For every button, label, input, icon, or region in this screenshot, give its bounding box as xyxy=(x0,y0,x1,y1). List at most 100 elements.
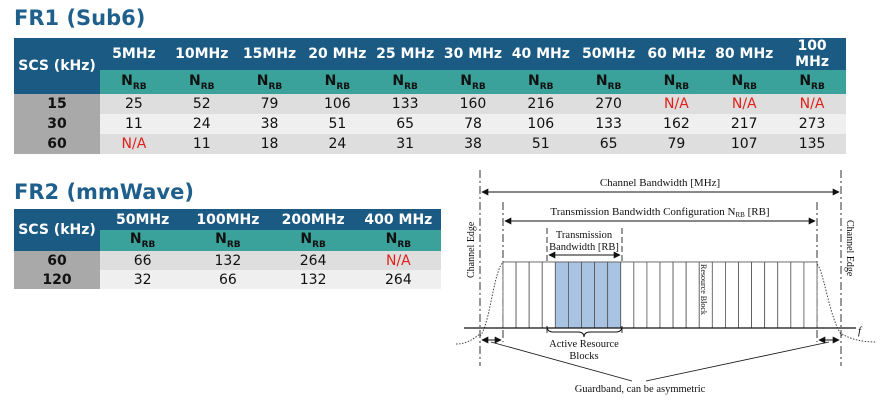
active-rb-label-line2: Blocks xyxy=(569,351,598,362)
nrb-value: 38 xyxy=(235,114,304,134)
nrb-value: 79 xyxy=(642,134,711,154)
resource-block-label: Resource Block xyxy=(699,264,708,315)
bandwidth-header: 10MHz xyxy=(167,38,236,70)
nrb-header: NRB xyxy=(270,230,356,251)
active-rb-label-line1: Active Resource xyxy=(549,339,619,350)
active-resource-block xyxy=(581,261,595,329)
nrb-value: 78 xyxy=(439,114,507,134)
table-row: 120 32 66 132 264 xyxy=(14,270,441,289)
active-resource-block xyxy=(607,261,622,329)
tx-bw-config-label: Transmission Bandwidth Configuration NRB… xyxy=(550,206,769,219)
channel-edge-label-left: Channel Edge xyxy=(466,221,477,278)
bandwidth-header: 60 MHz xyxy=(642,38,711,70)
nrb-header: NRB xyxy=(778,70,846,94)
nrb-value: 24 xyxy=(303,134,372,154)
bandwidth-header: 15MHz xyxy=(235,38,304,70)
nrb-value: N/A xyxy=(355,251,441,270)
nrb-header: NRB xyxy=(303,70,372,94)
bandwidth-header: 25 MHz xyxy=(371,38,440,70)
nrb-value: 162 xyxy=(642,114,711,134)
bandwidth-header: 20 MHz xyxy=(303,38,372,70)
resource-block xyxy=(659,261,674,329)
nrb-value: 79 xyxy=(235,94,304,114)
scs-header: SCS (kHz) xyxy=(14,209,100,251)
scs-value: 15 xyxy=(14,94,101,114)
nrb-value: 31 xyxy=(371,134,440,154)
bandwidth-header: 100 MHz xyxy=(778,38,846,70)
nrb-value: 11 xyxy=(100,114,168,134)
nrb-header: NRB xyxy=(100,70,168,94)
resource-block xyxy=(764,261,779,329)
resource-block xyxy=(751,261,766,329)
fr1-nrb-table: SCS (kHz) 5MHz 10MHz 15MHz 20 MHz 25 MHz… xyxy=(14,38,846,154)
nrb-value: 11 xyxy=(167,134,236,154)
scs-value: 30 xyxy=(14,114,101,134)
nrb-value: 106 xyxy=(303,94,372,114)
bandwidth-header: 40 MHz xyxy=(506,38,575,70)
nrb-value: 24 xyxy=(167,114,236,134)
scs-value: 60 xyxy=(14,251,100,270)
bandwidth-header: 50MHz xyxy=(100,209,186,230)
nrb-header: NRB xyxy=(235,70,304,94)
guardband-pointer-left xyxy=(490,341,633,382)
resource-block xyxy=(738,261,752,329)
bandwidth-header: 400 MHz xyxy=(355,209,441,230)
nrb-value: 133 xyxy=(371,94,440,114)
scs-value: 60 xyxy=(14,134,101,154)
nrb-value: 107 xyxy=(710,134,779,154)
nrb-header: NRB xyxy=(185,230,271,251)
active-resource-block xyxy=(594,261,609,329)
resource-block xyxy=(790,261,805,329)
nrb-value: 25 xyxy=(100,94,168,114)
nrb-value: 52 xyxy=(167,94,236,114)
nrb-header: NRB xyxy=(100,230,186,251)
fr2-nrb-table: SCS (kHz) 50MHz 100MHz 200MHz 400 MHz NR… xyxy=(14,209,441,289)
frequency-axis-label: f xyxy=(858,325,863,337)
nrb-value: 132 xyxy=(185,251,271,270)
active-resource-block xyxy=(554,261,569,329)
nrb-value: N/A xyxy=(100,134,168,154)
guardband-pointer-right xyxy=(645,341,830,382)
nrb-value: 133 xyxy=(574,114,643,134)
resource-block xyxy=(803,261,818,329)
nrb-header: NRB xyxy=(710,70,779,94)
active-resource-block xyxy=(568,261,582,329)
channel-edge-label-right: Channel Edge xyxy=(844,220,855,277)
resource-block xyxy=(711,261,726,329)
bandwidth-header: 30 MHz xyxy=(439,38,507,70)
table-row: 15 25 52 79 106 133 160 216 270 N/A N/A … xyxy=(14,94,846,114)
nrb-value: 51 xyxy=(303,114,372,134)
bandwidth-header: 80 MHz xyxy=(710,38,779,70)
resource-block xyxy=(528,261,543,329)
nrb-header: NRB xyxy=(506,70,575,94)
tx-bw-label-line2: Bandwidth [RB] xyxy=(549,242,619,253)
fr2-title: FR2 (mmWave) xyxy=(14,180,194,204)
nrb-value: 132 xyxy=(270,270,356,289)
channel-bandwidth-diagram: Channel Bandwidth [MHz] Transmission Ban… xyxy=(456,170,877,395)
nrb-value: 66 xyxy=(185,270,271,289)
fr1-title: FR1 (Sub6) xyxy=(14,6,146,30)
bandwidth-header: 5MHz xyxy=(100,38,168,70)
bandwidth-header: 50MHz xyxy=(574,38,643,70)
nrb-value: N/A xyxy=(778,94,846,114)
nrb-value: 106 xyxy=(506,114,575,134)
resource-block xyxy=(515,261,530,329)
resource-block xyxy=(541,261,556,329)
tx-bw-label-line1: Transmission xyxy=(556,230,613,241)
guardband-label: Guardband, can be asymmetric xyxy=(575,384,706,395)
nrb-value: 135 xyxy=(778,134,846,154)
nrb-value: 66 xyxy=(100,251,186,270)
nrb-header: NRB xyxy=(574,70,643,94)
resource-block-grid xyxy=(502,261,818,329)
nrb-value: 18 xyxy=(235,134,304,154)
nrb-value: 160 xyxy=(439,94,507,114)
nrb-value: 32 xyxy=(100,270,186,289)
active-rb-brace xyxy=(546,325,623,338)
resource-block xyxy=(633,261,648,329)
nrb-value: 216 xyxy=(506,94,575,114)
scs-value: 120 xyxy=(14,270,100,289)
nrb-value: 264 xyxy=(270,251,356,270)
scs-header: SCS (kHz) xyxy=(14,38,101,94)
table-row: 60 66 132 264 N/A xyxy=(14,251,441,270)
nrb-value: 270 xyxy=(574,94,643,114)
